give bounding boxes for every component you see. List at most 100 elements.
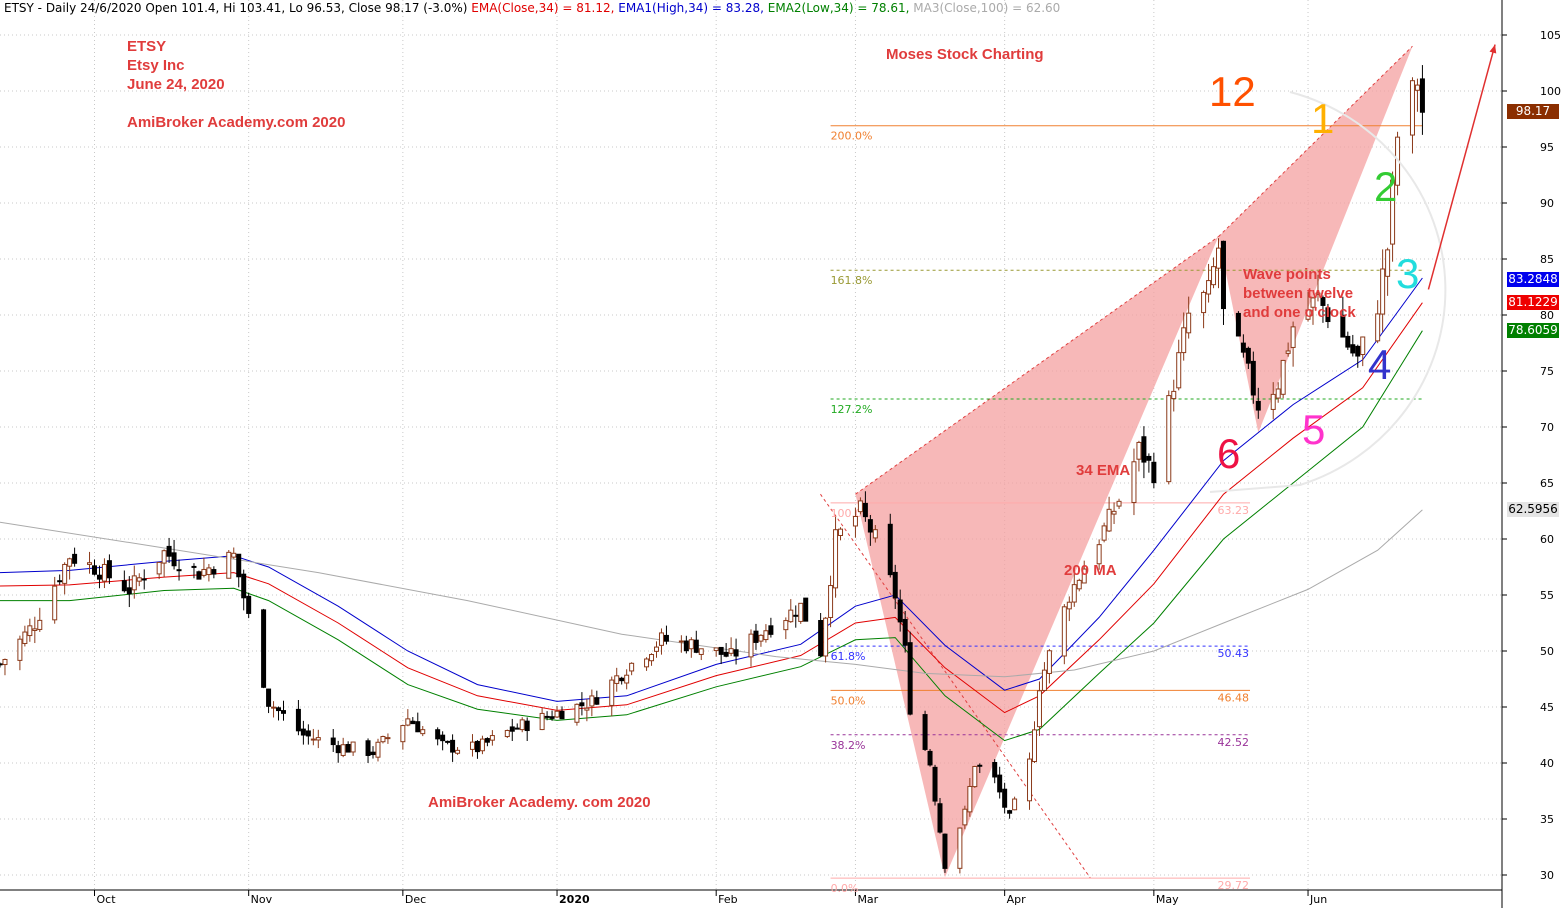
candle-up — [1031, 729, 1037, 763]
candle-down — [887, 523, 893, 576]
candle-up — [1036, 690, 1042, 728]
candle-down — [932, 766, 938, 802]
candle-down — [91, 565, 97, 575]
candle-down — [305, 730, 311, 737]
candle-up — [271, 706, 277, 709]
candle-down — [942, 833, 948, 869]
fib-level-label: 200.0% — [831, 130, 873, 143]
y-tick-label: 35 — [1540, 813, 1554, 826]
candle-up — [1176, 352, 1182, 389]
y-tick-label: 85 — [1540, 253, 1554, 266]
candle-up — [1270, 393, 1276, 410]
price-tag-close: 98.17 — [1507, 104, 1559, 119]
y-tick-label: 90 — [1540, 197, 1554, 210]
candle-down — [902, 618, 908, 646]
candle-down — [693, 639, 699, 653]
candle-down — [166, 545, 172, 557]
candle-up — [1076, 579, 1082, 590]
projection-arrow-head — [1489, 44, 1497, 54]
candle-down — [236, 553, 242, 578]
candle-up — [161, 550, 167, 564]
candle-up — [1027, 758, 1033, 802]
candle-up — [1111, 510, 1117, 515]
candle-up — [1380, 268, 1386, 315]
pattern-line-diagonal — [820, 493, 1091, 879]
fib-level-label: 50.0% — [831, 694, 866, 707]
candle-down — [509, 726, 515, 732]
candle-up — [584, 707, 590, 711]
company-label: Etsy Inc — [127, 57, 185, 74]
candle-down — [1419, 78, 1425, 113]
pattern-triangle-xab — [855, 236, 1219, 878]
candle-up — [504, 729, 510, 738]
fib-level-value: 50.43 — [1218, 647, 1250, 660]
candle-up — [136, 577, 142, 582]
candle-down — [549, 716, 555, 719]
candle-down — [445, 740, 451, 743]
candle-up — [489, 735, 495, 741]
candle-up — [614, 675, 620, 684]
candle-down — [718, 646, 724, 655]
candle-down — [141, 578, 147, 581]
clock-number-6: 6 — [1217, 430, 1241, 477]
candle-down — [1325, 307, 1331, 323]
candle-up — [833, 529, 839, 589]
candle-down — [768, 625, 774, 635]
ma-label: 200 MA — [1064, 562, 1117, 579]
x-tick-label: May — [1156, 893, 1179, 906]
candle-up — [624, 674, 630, 684]
fib-level-label: 0.0% — [831, 882, 859, 895]
candle-up — [698, 648, 704, 655]
candle-up — [231, 552, 237, 558]
chart-header: ETSY - Daily 24/6/2020 Open 101.4, Hi 10… — [4, 1, 1060, 15]
candle-up — [52, 585, 58, 621]
candle-up — [1101, 525, 1107, 541]
candle-up — [455, 749, 461, 754]
candle-down — [1340, 314, 1346, 338]
candle-down — [57, 580, 63, 583]
clock-number-2: 2 — [1374, 163, 1398, 210]
candle-down — [484, 738, 490, 743]
candle-up — [798, 602, 804, 622]
clock-number-1: 1 — [1311, 95, 1335, 142]
candle-down — [72, 553, 78, 564]
candle-down — [196, 571, 202, 580]
candle-up — [1046, 650, 1052, 674]
y-tick-label: 60 — [1540, 533, 1554, 546]
candle-down — [410, 720, 416, 725]
candle-down — [619, 677, 625, 682]
candle-up — [131, 575, 137, 591]
candle-up — [728, 648, 734, 654]
candle-up — [713, 647, 719, 652]
clock-number-5: 5 — [1302, 406, 1326, 453]
candle-down — [524, 720, 530, 732]
candle-down — [1141, 436, 1147, 463]
candle-down — [922, 714, 928, 750]
candle-down — [793, 614, 799, 617]
candle-down — [0, 663, 3, 666]
candle-up — [972, 765, 978, 788]
price-tag-ema2: 78.6059 — [1507, 323, 1559, 338]
candle-down — [1355, 345, 1361, 357]
candle-down — [295, 708, 301, 732]
fib-level-label: 61.8% — [831, 650, 866, 663]
candle-down — [96, 574, 102, 580]
candle-down — [171, 552, 177, 567]
candle-up — [37, 619, 43, 630]
candle-up — [788, 609, 794, 623]
clock-arc — [1209, 91, 1447, 493]
clock-number-12: 12 — [1209, 68, 1256, 115]
candle-down — [365, 740, 371, 756]
candle-up — [1211, 266, 1217, 286]
candle-up — [1071, 584, 1077, 603]
y-tick-label: 55 — [1540, 589, 1554, 602]
candle-down — [276, 707, 282, 712]
watermark-label: Moses Stock Charting — [886, 46, 1044, 63]
candle-down — [345, 744, 351, 753]
candle-down — [867, 519, 873, 533]
candle-up — [649, 654, 655, 662]
candle-down — [977, 764, 983, 767]
candle-up — [1206, 280, 1212, 295]
site-label-bottom: AmiBroker Academy. com 2020 — [428, 794, 651, 811]
